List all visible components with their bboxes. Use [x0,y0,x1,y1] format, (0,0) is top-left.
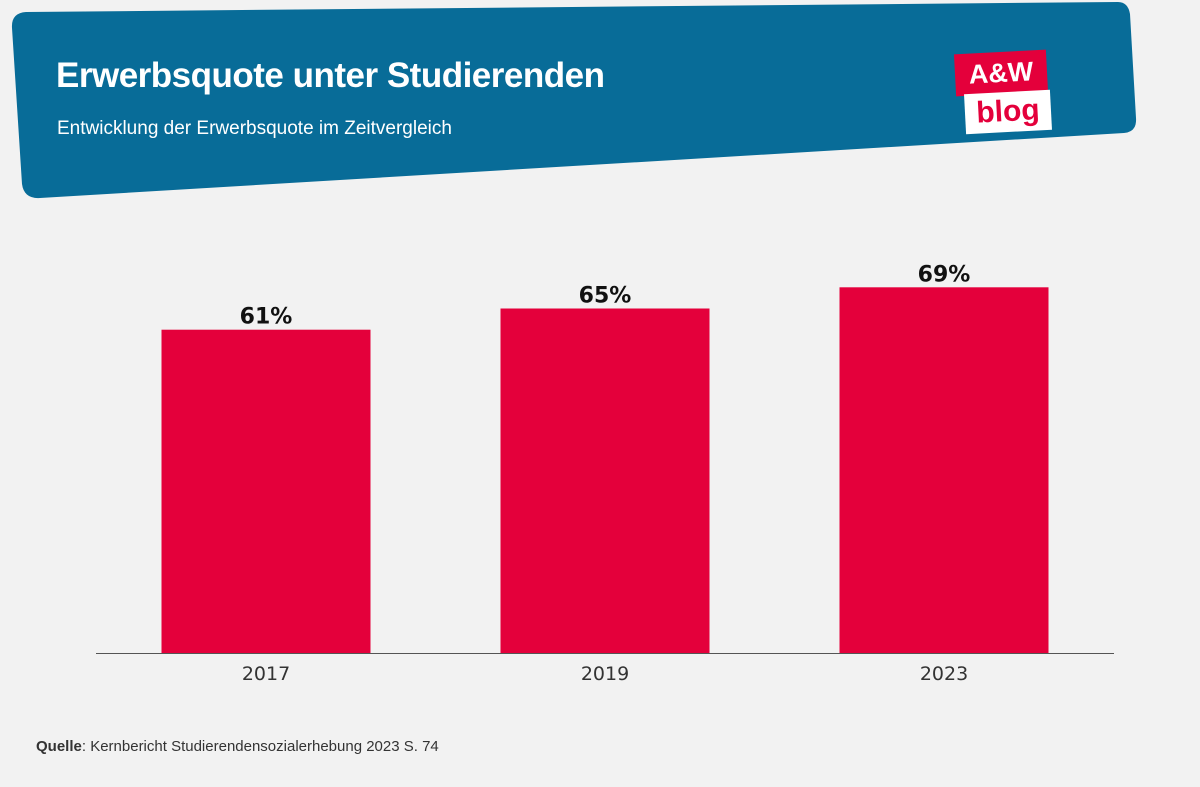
x-tick-label-2023: 2023 [920,663,968,685]
bar-2017[interactable] [161,329,371,653]
chart-subtitle: Entwicklung der Erwerbsquote im Zeitverg… [57,118,452,139]
x-tick-label-2019: 2019 [581,663,629,685]
data-label-2019: 65% [579,284,632,309]
chart-title: Erwerbsquote unter Studierenden [56,56,605,95]
x-tick-label-2017: 2017 [242,663,290,685]
source-text: : Kernbericht Studierendensozialerhebung… [81,738,439,755]
data-label-2023: 69% [918,262,971,287]
bar-2019[interactable] [500,308,710,654]
source-label: Quelle [36,738,82,755]
source-note: Quelle: Kernbericht Studierendensozialer… [36,738,439,755]
data-label-2017: 61% [240,305,293,330]
bar-2023[interactable] [839,287,1049,653]
